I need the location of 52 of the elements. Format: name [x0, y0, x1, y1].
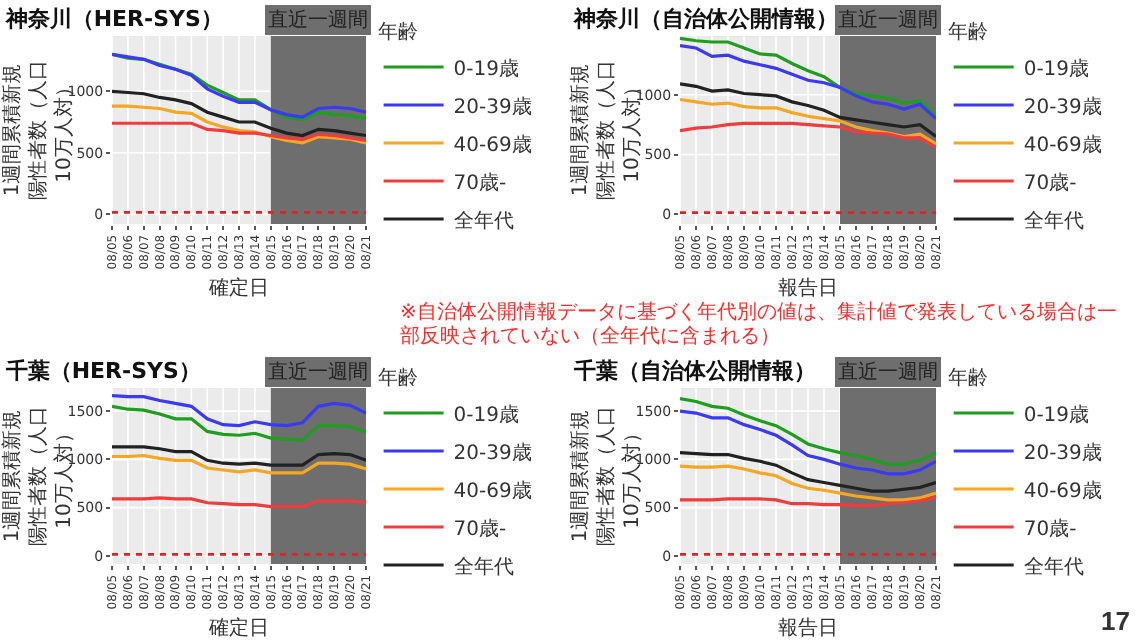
- legend-label: 全年代: [1023, 208, 1084, 233]
- legend-title: 年齢: [947, 20, 988, 44]
- line-series: [112, 453, 366, 475]
- text: 17: [1101, 606, 1130, 636]
- x-axis-title: 確定日: [207, 616, 269, 640]
- chart-title: 神奈川（HER-SYS）: [3, 5, 223, 32]
- line-series: [680, 464, 936, 502]
- line-series: [680, 397, 936, 466]
- line-series: [680, 97, 936, 146]
- legend-label: 0-19歳: [1023, 402, 1090, 427]
- line-series: [112, 394, 366, 428]
- legend-label: 0-19歳: [453, 402, 520, 427]
- band-label: 直近一週間: [268, 8, 368, 32]
- legend-label: 40-69歳: [453, 478, 532, 503]
- x-axis-title: 報告日: [778, 276, 838, 300]
- line-series: [112, 445, 366, 467]
- legend-label: 40-69歳: [1023, 132, 1102, 157]
- line-series: [112, 89, 366, 138]
- legend-label: 全年代: [1023, 554, 1084, 579]
- line-series: [680, 451, 936, 493]
- legend-title: 年齢: [377, 20, 418, 44]
- band-label: 直近一週間: [838, 360, 938, 384]
- legend-label: 40-69歳: [453, 132, 532, 157]
- line-series: [112, 104, 366, 145]
- line-series: [680, 82, 936, 139]
- legend-title: 年齢: [377, 366, 418, 390]
- legend-label: 全年代: [453, 554, 514, 579]
- legend-label: 20-39歳: [453, 440, 532, 465]
- legend-label: 0-19歳: [453, 56, 520, 81]
- legend-label: 20-39歳: [1023, 440, 1102, 465]
- chart-title: 千葉（自治体公開情報）: [571, 357, 816, 384]
- band-label: 直近一週間: [268, 360, 368, 384]
- text: ※自治体公開情報データに基づく年代別の値は、集計値で発表している場合は一部反映されていない（全年代に含まれる）: [400, 302, 1119, 350]
- legend-label: 70歳-: [453, 516, 508, 541]
- legend-label: 0-19歳: [1023, 56, 1090, 81]
- chart-title: 千葉（HER-SYS）: [3, 357, 201, 384]
- line-series: [112, 404, 366, 442]
- line-series: [680, 409, 936, 476]
- legend-label: 20-39歳: [453, 94, 532, 119]
- legend-label: 40-69歳: [1023, 478, 1102, 503]
- line-series: [112, 121, 366, 143]
- legend-label: 70歳-: [1023, 170, 1078, 195]
- legend-label: 20-39歳: [1023, 94, 1102, 119]
- chart-title: 神奈川（自治体公開情報）: [571, 5, 838, 32]
- legend-title: 年齢: [947, 366, 988, 390]
- legend-label: 全年代: [453, 208, 514, 233]
- legend-label: 70歳-: [1023, 516, 1078, 541]
- band-label: 直近一週間: [838, 8, 938, 32]
- x-axis-title: 確定日: [207, 276, 269, 300]
- x-axis-title: 報告日: [778, 616, 838, 640]
- line-series: [680, 121, 936, 149]
- legend-label: 70歳-: [453, 170, 508, 195]
